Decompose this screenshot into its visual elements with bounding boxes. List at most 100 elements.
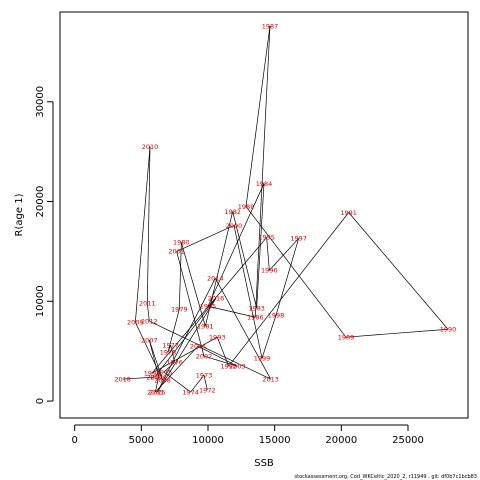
connector-line xyxy=(232,211,258,309)
point-label-2015: 2015 xyxy=(149,388,166,396)
point-label-2014: 2014 xyxy=(207,275,224,283)
connector-line xyxy=(254,25,271,318)
point-label-1974: 1974 xyxy=(182,388,199,396)
point-label-2012: 2012 xyxy=(141,318,158,326)
connector-line xyxy=(233,225,263,359)
connector-line xyxy=(151,237,267,374)
point-label-2005: 2005 xyxy=(147,388,164,396)
connector-line xyxy=(122,376,155,380)
point-label-1986: 1986 xyxy=(247,314,264,322)
point-label-1983: 1983 xyxy=(248,305,265,313)
connector-line xyxy=(275,238,300,316)
point-label-1988: 1988 xyxy=(238,203,255,211)
connector-line xyxy=(151,336,218,374)
connector-line xyxy=(180,242,206,327)
point-label-1980: 1980 xyxy=(173,239,190,247)
x-tick-label: 20000 xyxy=(325,435,357,446)
connector-line xyxy=(215,278,271,380)
connector-line xyxy=(207,183,265,307)
y-axis: 0 10000 20000 30000 xyxy=(35,86,54,404)
connector-line xyxy=(348,212,449,330)
point-label-2003: 2003 xyxy=(229,362,246,370)
point-label-1998: 1998 xyxy=(268,312,285,320)
footnote: stockassessment.org, Cod_WKCeltic_2020_2… xyxy=(295,474,478,480)
connector-line xyxy=(146,146,151,304)
point-label-1985: 1985 xyxy=(200,303,217,311)
connector-line xyxy=(154,377,160,393)
x-tick-label: 15000 xyxy=(259,435,291,446)
connector-line xyxy=(261,315,277,359)
connector-line xyxy=(176,225,235,252)
point-label-2017: 2017 xyxy=(146,373,163,381)
point-label-2004: 2004 xyxy=(190,342,207,350)
connector-line xyxy=(146,303,150,322)
point-label-2007: 2007 xyxy=(141,336,158,344)
connector-line xyxy=(197,345,238,367)
point-label-2009: 2009 xyxy=(127,319,144,327)
point-label-1981: 1981 xyxy=(197,323,214,331)
connector-line xyxy=(134,146,151,323)
point-label-1987: 1987 xyxy=(262,22,279,30)
point-label-1994: 1994 xyxy=(144,369,161,377)
point-label-2013: 2013 xyxy=(262,375,279,383)
connector-line xyxy=(203,375,208,391)
connector-line xyxy=(204,211,234,327)
connector-line xyxy=(269,238,299,271)
point-label-1995: 1995 xyxy=(258,234,275,242)
connector-line xyxy=(256,183,265,309)
point-label-2002: 2002 xyxy=(196,352,213,360)
connector-line xyxy=(190,374,205,393)
connector-line xyxy=(203,355,238,367)
connector-line xyxy=(245,25,271,207)
point-label-1979: 1979 xyxy=(171,306,188,314)
connector-line xyxy=(217,337,229,367)
connector-line xyxy=(163,371,191,393)
connector-line xyxy=(266,237,270,271)
point-label-2008: 2008 xyxy=(154,376,171,384)
point-label-2018: 2018 xyxy=(114,375,131,383)
connector-line xyxy=(148,340,160,378)
point-label-2011: 2011 xyxy=(139,300,156,308)
point-label-1984: 1984 xyxy=(256,180,273,188)
connector-line xyxy=(149,340,163,381)
point-label-1997: 1997 xyxy=(290,235,307,243)
point-label-1999: 1999 xyxy=(254,354,271,362)
connector-line xyxy=(207,305,256,318)
connector-line xyxy=(163,361,175,373)
y-tick-label: 10000 xyxy=(35,285,46,317)
point-label-2001: 2001 xyxy=(168,248,185,256)
point-label-1992: 1992 xyxy=(220,362,237,370)
point-label-2010: 2010 xyxy=(142,143,159,151)
point-label-1978: 1978 xyxy=(160,348,177,356)
connector-line xyxy=(157,298,217,393)
point-label-2000: 2000 xyxy=(226,222,243,230)
connector-line xyxy=(154,298,217,378)
point-label-1977: 1977 xyxy=(162,341,179,349)
connector-line xyxy=(167,309,180,353)
y-axis-title: R(age 1) xyxy=(14,193,25,236)
point-label-2016: 2016 xyxy=(208,295,225,303)
connector-line xyxy=(176,251,205,357)
x-tick-label: 5000 xyxy=(129,435,154,446)
x-tick-label: 10000 xyxy=(192,435,224,446)
x-axis-title: SSB xyxy=(254,458,274,469)
plot-frame xyxy=(59,11,469,419)
y-tick-label: 20000 xyxy=(35,186,46,218)
connector-line xyxy=(228,212,349,367)
connector-line xyxy=(135,322,163,381)
x-tick-label: 25000 xyxy=(392,435,424,446)
connector-line xyxy=(245,206,347,338)
connector-line xyxy=(149,320,271,380)
point-label-1989: 1989 xyxy=(338,333,355,341)
connector-line xyxy=(178,242,182,310)
point-label-1996: 1996 xyxy=(261,267,278,275)
connector-lines xyxy=(122,25,449,393)
point-label-1993: 1993 xyxy=(209,333,226,341)
connector-line xyxy=(345,328,449,338)
x-tick-label: 0 xyxy=(71,435,77,446)
point-label-1975: 1975 xyxy=(156,368,173,376)
y-tick-label: 0 xyxy=(35,398,46,404)
point-label-2006: 2006 xyxy=(150,373,167,381)
point-label-1972: 1972 xyxy=(199,386,216,394)
